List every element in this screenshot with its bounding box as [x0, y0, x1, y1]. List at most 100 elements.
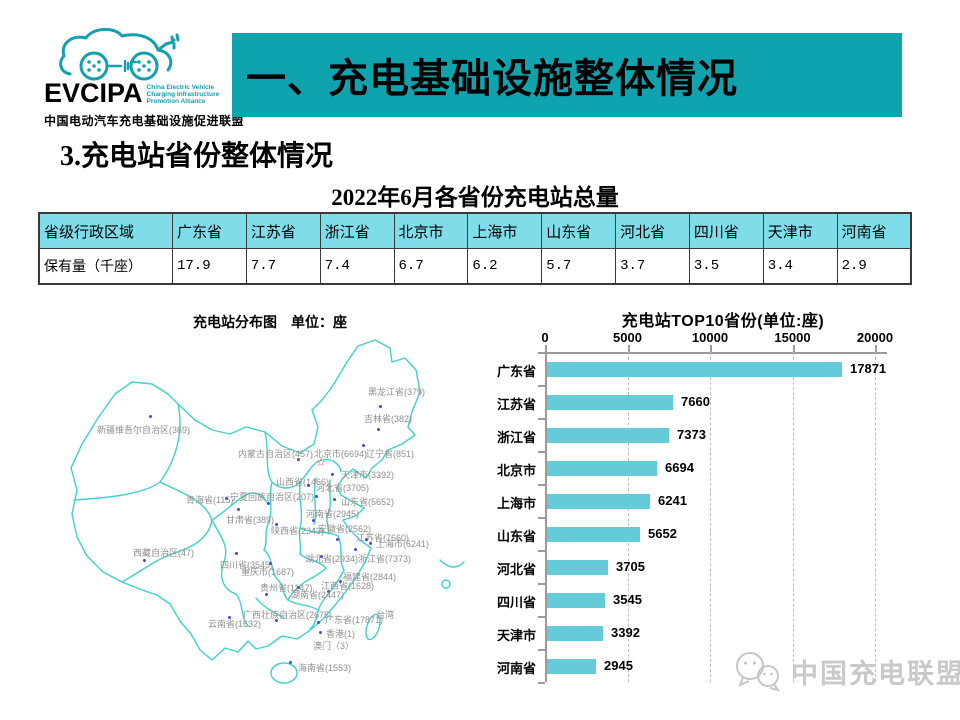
map-city-dot	[336, 538, 339, 541]
map-city-dot	[143, 559, 146, 562]
gridline	[710, 352, 711, 682]
x-tick-label: 20000	[856, 330, 894, 345]
map-city-dot	[312, 519, 315, 522]
logo-en-line2: Charging Infrastructure	[146, 91, 220, 98]
map-city-dot	[331, 473, 334, 476]
category-axis-line	[545, 352, 547, 682]
map-province-label: 广西壮族自治区(2675)	[243, 610, 333, 620]
map-province-label: 福建省(2844)	[343, 572, 397, 582]
category-tick-mark	[538, 682, 545, 684]
map-city-dot	[235, 552, 238, 555]
map-city-dot	[297, 586, 300, 589]
bar-value-label: 2945	[604, 658, 633, 673]
category-tick-mark	[538, 385, 545, 387]
bar-category-label: 山东省	[496, 529, 536, 544]
map-city-dot	[369, 542, 372, 545]
map-province-label: 贵州省(1147)	[260, 583, 313, 593]
map-city-dot	[275, 619, 278, 622]
category-tick-mark	[538, 616, 545, 618]
bar-value-label: 3705	[616, 559, 645, 574]
map-city-dot	[339, 580, 342, 583]
map-city-dot	[379, 405, 382, 408]
map-province-label: 江西省(1628)	[321, 581, 375, 591]
bar-category-label: 江苏省	[496, 397, 536, 412]
map-city-dot	[362, 444, 365, 447]
table-value-cell: 5.7	[541, 248, 617, 285]
bar-value-label: 6241	[658, 493, 687, 508]
category-tick-mark	[538, 517, 545, 519]
map-province-label: 云南省(1632)	[208, 619, 262, 629]
gridline	[792, 352, 794, 682]
category-tick-mark	[538, 583, 545, 585]
gridline	[875, 352, 876, 682]
map-province-label: 上海市(6241)	[376, 539, 430, 549]
bar-category-label: 浙江省	[496, 430, 536, 445]
map-province-label: 山西省(1466)	[276, 477, 330, 487]
table-header-cell: 河南省	[836, 212, 912, 249]
table-value-cell: 17.9	[172, 248, 247, 285]
map-city-dot	[333, 498, 336, 501]
table-header-cell: 上海市	[467, 212, 543, 249]
map-province-label: 甘肃省(389)	[226, 515, 275, 525]
map-province-label: 澳门（3）	[313, 641, 355, 651]
bar-value-label: 5652	[648, 526, 677, 541]
map-province-label: 辽宁省(851)	[366, 449, 415, 459]
map-city-dot	[327, 590, 330, 593]
table-value-cell: 3.7	[615, 248, 690, 285]
table-header-cell: 浙江省	[319, 212, 395, 249]
table-value-cell: 6.2	[467, 248, 543, 285]
map-province-label: 江苏省(7660)	[356, 533, 410, 543]
table-header-cell: 天津市	[762, 212, 838, 249]
bar	[547, 527, 640, 542]
chart-title: 充电站TOP10省份(单位:座)	[621, 313, 825, 330]
map-province-label: 吉林省(382)	[364, 414, 413, 424]
logo-wordmark: EVCIPA	[44, 78, 143, 108]
map-province-label: 海南省(1553)	[298, 663, 352, 673]
bar-value-label: 7373	[677, 427, 706, 442]
bar-value-label: 6694	[665, 460, 694, 475]
logo-cn-subtitle: 中国电动汽车充电基础设施促进联盟	[44, 114, 245, 128]
map-province-label: 天津市(3392)	[341, 470, 395, 480]
x-tick-label: 10000	[691, 330, 729, 345]
bar-category-label: 河北省	[496, 562, 536, 577]
map-province-label: 新疆维吾尔自治区(369)	[97, 425, 191, 435]
table-header-cell: 省级行政区域	[38, 212, 173, 249]
x-tick-mark	[875, 345, 877, 352]
bar-category-label: 河南省	[496, 661, 536, 676]
bar-category-label: 广东省	[496, 364, 536, 379]
bar-value-label: 17871	[850, 361, 887, 376]
china-map-outline	[70, 339, 465, 684]
bar-chart: 充电站TOP10省份(单位:座) 0 5000 10000 15000 20000 广东省…	[490, 303, 956, 695]
table-header-cell: 四川省	[688, 212, 764, 249]
table-title-wrap: 2022年6月各省份充电站总量	[38, 178, 912, 215]
category-tick-mark	[538, 550, 545, 552]
bar	[547, 659, 596, 674]
map-province-label: 四川省(3545)	[220, 560, 274, 570]
map-city-dot	[315, 495, 318, 498]
table-header-cell: 山东省	[541, 212, 617, 249]
gridline	[627, 352, 629, 682]
wechat-icon	[736, 652, 781, 692]
map-province-label: 陕西省(2343)	[271, 526, 325, 536]
bar	[547, 428, 669, 443]
province-table: 省级行政区域 广东省 江苏省 浙江省 北京市 上海市 山东省 河北省 四川省 天津市 河南省 保有量…	[38, 212, 912, 285]
map-city-dot	[267, 502, 270, 505]
x-tick-mark	[792, 345, 795, 352]
bar	[547, 395, 673, 410]
watermark: 中国充电联盟	[733, 650, 960, 692]
bar-category-label: 上海市	[496, 496, 536, 511]
bar-category-label: 天津市	[496, 628, 536, 643]
table-header-cell: 江苏省	[245, 212, 321, 249]
map-city-dot	[354, 548, 357, 551]
map-city-dot	[319, 631, 322, 634]
section-title: 3.充电站省份整体情况	[60, 141, 334, 172]
bar	[547, 560, 608, 575]
table-header-row: 省级行政区域 广东省 江苏省 浙江省 北京市 上海市 山东省 河北省 四川省 天津市 河南省	[38, 212, 912, 249]
map-city-dot	[289, 661, 292, 664]
map-province-label: 宁夏回族自治区(207)	[230, 492, 315, 502]
table-value-cell: 2.9	[836, 248, 912, 285]
category-tick-mark	[538, 352, 545, 354]
map-city-dot	[317, 621, 320, 624]
category-tick-mark	[538, 418, 545, 420]
bar	[547, 494, 650, 509]
